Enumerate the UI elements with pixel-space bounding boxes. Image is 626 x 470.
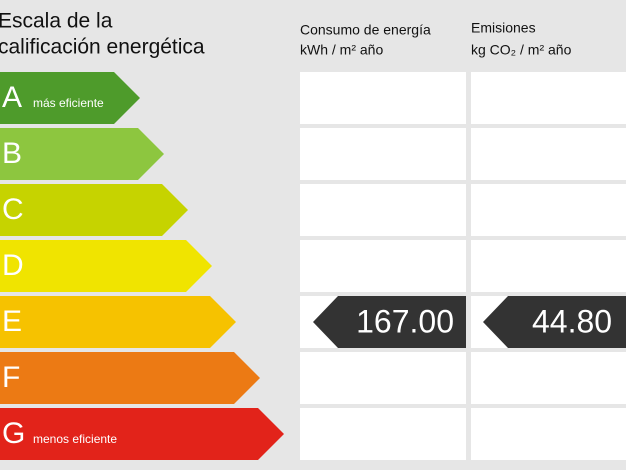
cell	[300, 240, 466, 292]
cell	[471, 352, 626, 404]
grade-note: más eficiente	[33, 96, 104, 110]
emissions-arrow	[483, 296, 626, 348]
cell	[300, 72, 466, 124]
grade-bar	[0, 184, 188, 236]
grade-bar	[0, 408, 284, 460]
grade-letter: F	[2, 361, 20, 394]
grade-letter: E	[2, 305, 22, 338]
grade-bar	[0, 296, 236, 348]
consumption-arrow	[313, 296, 466, 348]
grade-letter: D	[2, 249, 24, 282]
grade-letter: C	[2, 193, 24, 226]
cell	[300, 128, 466, 180]
grade-bar	[0, 72, 140, 124]
grade-letter: G	[2, 417, 25, 450]
emissions-value: 44.80	[532, 303, 612, 339]
cell	[471, 72, 626, 124]
grade-note: menos eficiente	[33, 432, 117, 446]
title-line: calificación energética	[0, 36, 205, 59]
grade-letter: B	[2, 137, 22, 170]
consumption-unit: kWh / m² año	[300, 42, 383, 58]
cell	[300, 184, 466, 236]
cell	[471, 184, 626, 236]
emissions-header: Emisiones	[471, 20, 536, 36]
consumption-header: Consumo de energía	[300, 22, 431, 38]
cell	[471, 240, 626, 292]
cell	[300, 352, 466, 404]
cell	[471, 408, 626, 460]
grade-bar	[0, 128, 164, 180]
cell	[471, 128, 626, 180]
grade-bar	[0, 352, 260, 404]
title-line: Escala de la	[0, 10, 113, 33]
emissions-unit: kg CO₂ / m² año	[471, 42, 572, 58]
cell	[300, 408, 466, 460]
consumption-value: 167.00	[356, 303, 454, 339]
grade-bar	[0, 240, 212, 292]
grade-letter: A	[2, 81, 22, 114]
